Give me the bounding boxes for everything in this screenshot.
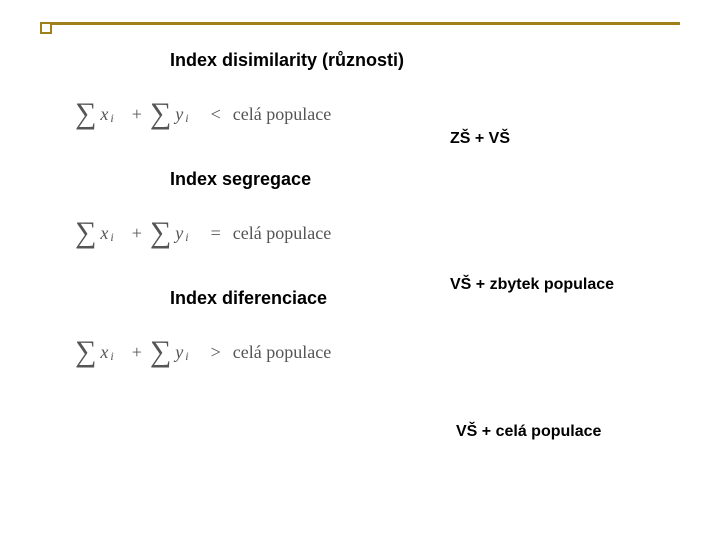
formula-row-1: ∑ xi + ∑ yi < celá populace: [50, 99, 680, 129]
var-y: y: [175, 223, 183, 244]
sigma-icon: ∑: [150, 99, 171, 129]
sigma-icon: ∑: [150, 337, 171, 367]
section-segregace: Index segregace ∑ xi + ∑ yi = celá popul…: [50, 169, 680, 248]
formula-row-3: ∑ xi + ∑ yi > celá populace: [50, 337, 680, 367]
section-disimilarity: Index disimilarity (různosti) ∑ xi + ∑ y…: [50, 50, 680, 129]
note-3: VŠ + celá populace: [456, 423, 601, 441]
rhs-3: celá populace: [233, 342, 331, 363]
rhs-2: celá populace: [233, 223, 331, 244]
sigma-icon: ∑: [75, 337, 96, 367]
var-x: x: [100, 223, 108, 244]
section-diferenciace: Index diferenciace ∑ xi + ∑ yi > celá po…: [50, 288, 680, 367]
sigma-icon: ∑: [150, 218, 171, 248]
note-2: VŠ + zbytek populace: [450, 276, 614, 294]
formula-2: ∑ xi + ∑ yi = celá populace: [75, 218, 331, 248]
formula-3: ∑ xi + ∑ yi > celá populace: [75, 337, 331, 367]
corner-square: [40, 22, 52, 34]
var-y: y: [175, 342, 183, 363]
sub-i: i: [110, 111, 113, 126]
operator-3: >: [211, 342, 221, 363]
sub-i: i: [110, 230, 113, 245]
var-y: y: [175, 104, 183, 125]
content-area: Index disimilarity (různosti) ∑ xi + ∑ y…: [50, 50, 680, 407]
var-x: x: [100, 104, 108, 125]
note-1: ZŠ + VŠ: [450, 130, 510, 148]
heading-1: Index disimilarity (různosti): [170, 50, 680, 71]
sub-i: i: [185, 111, 188, 126]
top-rule: [40, 22, 680, 25]
operator-1: <: [211, 104, 221, 125]
sub-i: i: [185, 349, 188, 364]
plus-2: +: [132, 223, 142, 244]
var-x: x: [100, 342, 108, 363]
rhs-1: celá populace: [233, 104, 331, 125]
sub-i: i: [185, 230, 188, 245]
plus-1: +: [132, 104, 142, 125]
heading-2: Index segregace: [170, 169, 680, 190]
sub-i: i: [110, 349, 113, 364]
formula-row-2: ∑ xi + ∑ yi = celá populace: [50, 218, 680, 248]
formula-1: ∑ xi + ∑ yi < celá populace: [75, 99, 331, 129]
plus-3: +: [132, 342, 142, 363]
sigma-icon: ∑: [75, 99, 96, 129]
sigma-icon: ∑: [75, 218, 96, 248]
operator-2: =: [211, 223, 221, 244]
